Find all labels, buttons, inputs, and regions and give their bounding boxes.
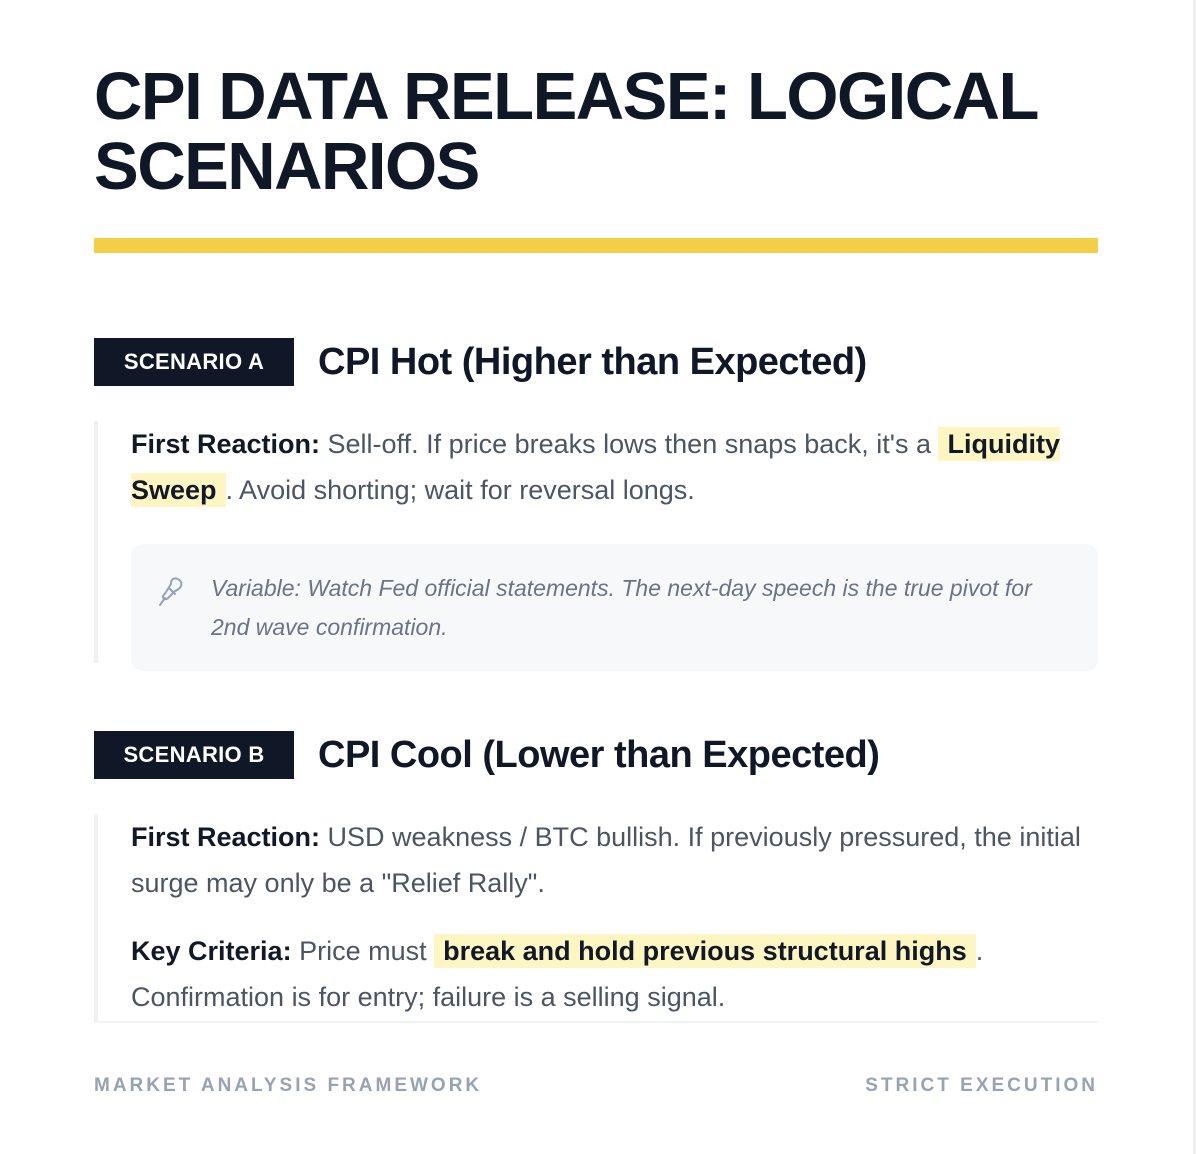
page-edge-divider — [1193, 0, 1196, 1154]
page-title: CPI DATA RELEASE: LOGICAL SCENARIOS — [94, 59, 1038, 204]
note-text: Variable: Watch Fed official statements.… — [211, 575, 1032, 640]
scenario-a-badge: SCENARIO A — [94, 338, 294, 386]
key-criteria-text: Price must — [291, 936, 435, 966]
scenario-a-note: Variable: Watch Fed official statements.… — [131, 544, 1098, 671]
first-reaction-text: USD weakness / BTC bullish. If previousl… — [131, 822, 1081, 898]
first-reaction-text: Sell-off. If price breaks lows then snap… — [320, 429, 939, 459]
scenario-b-badge: SCENARIO B — [94, 731, 294, 779]
scenario-b-first-reaction: First Reaction: USD weakness / BTC bulli… — [131, 814, 1098, 906]
scenario-a-first-reaction: First Reaction: Sell-off. If price break… — [131, 421, 1098, 513]
footer-left-label: MARKET ANALYSIS FRAMEWORK — [94, 1075, 483, 1096]
scenario-b-key-criteria: Key Criteria: Price must break and hold … — [131, 928, 1098, 1020]
scenario-b-body: First Reaction: USD weakness / BTC bulli… — [94, 814, 1098, 1022]
scenario-a-header: SCENARIO A CPI Hot (Higher than Expected… — [94, 338, 867, 386]
footer-divider — [94, 1021, 1098, 1023]
pin-icon — [159, 577, 183, 606]
first-reaction-label: First Reaction: — [131, 822, 321, 852]
structural-highs-highlight: break and hold previous structural highs — [434, 934, 976, 968]
scenario-a-body: First Reaction: Sell-off. If price break… — [94, 421, 1098, 671]
scenario-b-header: SCENARIO B CPI Cool (Lower than Expected… — [94, 731, 880, 779]
first-reaction-label: First Reaction: — [131, 429, 321, 459]
scenario-a-title: CPI Hot (Higher than Expected) — [318, 340, 867, 383]
footer-right-label: STRICT EXECUTION — [865, 1075, 1098, 1096]
key-criteria-label: Key Criteria: — [131, 936, 292, 966]
key-criteria-text-end: . Confirmation is for entry; failure is … — [131, 936, 984, 1012]
scenario-b-title: CPI Cool (Lower than Expected) — [318, 733, 880, 776]
title-accent-bar — [94, 238, 1098, 253]
first-reaction-text-end: . Avoid shorting; wait for reversal long… — [225, 475, 695, 505]
